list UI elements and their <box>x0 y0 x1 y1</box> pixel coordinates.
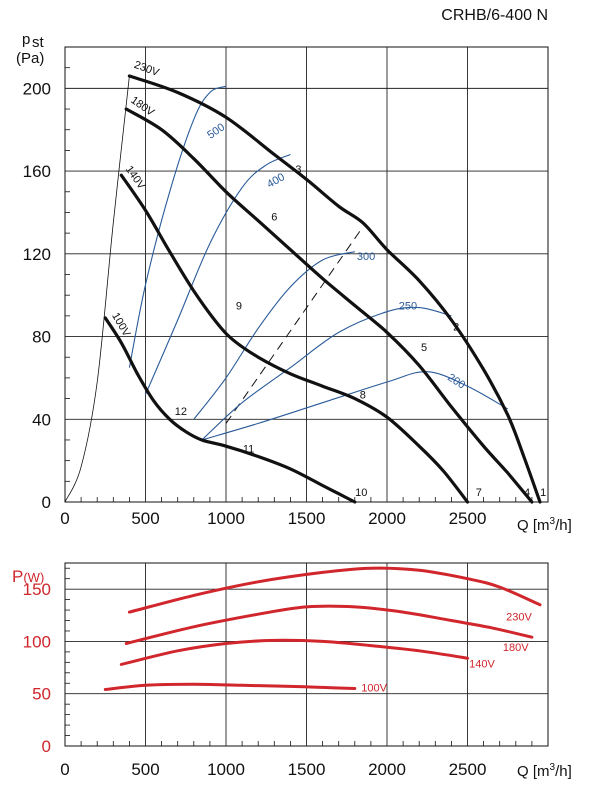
power-label-100V: 100V <box>361 683 387 695</box>
chart-title: CRHB/6-400 N <box>441 7 548 24</box>
x-tick-label: 2500 <box>449 760 487 779</box>
point-label-11: 11 <box>243 443 254 455</box>
rpm-label-400: 400 <box>265 171 287 191</box>
y-axis-label-subscript: st <box>32 34 45 51</box>
point-label-2: 2 <box>453 321 459 333</box>
y-tick-label: 80 <box>32 328 51 347</box>
pressure-curve-140V <box>119 173 470 504</box>
point-label-9: 9 <box>236 301 242 313</box>
pressure-curve-230V <box>127 74 542 504</box>
dashed-operating-line <box>225 226 364 424</box>
y-tick-label: 200 <box>23 79 51 98</box>
power-curve-230V <box>127 566 542 614</box>
system-curve <box>64 75 130 503</box>
y-tick-label: 0 <box>42 737 51 756</box>
rpm-label-500: 500 <box>205 121 227 141</box>
rpm-label-250: 250 <box>399 301 417 313</box>
x-tick-label: 0 <box>60 509 69 528</box>
y-axis-label: p <box>22 31 30 48</box>
point-label-7: 7 <box>476 487 482 499</box>
voltage-label-140V: 140V <box>123 164 148 192</box>
x-tick-label: 1000 <box>207 760 245 779</box>
y-tick-label: 100 <box>23 632 51 651</box>
x-tick-label: 2000 <box>368 509 406 528</box>
y-tick-label: 40 <box>32 410 51 429</box>
x-tick-label: 500 <box>131 509 159 528</box>
rpm-curve-250 <box>201 306 452 441</box>
point-label-1: 1 <box>540 487 546 499</box>
x-axis-label: Q [m3/h] <box>517 516 572 534</box>
point-label-10: 10 <box>355 487 367 499</box>
pressure-curve-180V <box>124 107 534 504</box>
y-tick-label: 50 <box>32 685 51 704</box>
rpm-label-300: 300 <box>357 251 375 263</box>
voltage-label-180V: 180V <box>128 94 156 119</box>
power-curve-180V <box>124 604 534 645</box>
y-axis-label: P(W) <box>12 567 44 586</box>
rpm-curve-300 <box>193 251 355 420</box>
y-tick-label: 160 <box>23 162 51 181</box>
rpm-curve-500 <box>128 85 227 368</box>
voltage-label-100V: 100V <box>109 311 133 340</box>
rpm-curve-200 <box>201 371 509 441</box>
point-label-6: 6 <box>271 212 277 224</box>
y-axis-unit: (Pa) <box>16 50 44 67</box>
power-label-140V: 140V <box>469 659 495 671</box>
x-tick-label: 0 <box>60 760 69 779</box>
rpm-curve-400 <box>144 153 291 395</box>
power-label-230V: 230V <box>506 612 532 624</box>
point-label-3: 3 <box>295 164 301 176</box>
y-tick-label: 120 <box>23 245 51 264</box>
pressure-curve-100V <box>103 316 357 504</box>
power-curve-140V <box>119 638 469 666</box>
power-label-180V: 180V <box>503 642 529 654</box>
point-label-5: 5 <box>421 342 427 354</box>
x-axis-label: Q [m3/h] <box>517 762 572 780</box>
point-label-4: 4 <box>524 487 530 499</box>
point-label-8: 8 <box>360 390 366 402</box>
y-tick-label: 0 <box>42 493 51 512</box>
power-curve-100V <box>103 682 357 691</box>
point-label-12: 12 <box>175 406 187 418</box>
x-tick-label: 1000 <box>207 509 245 528</box>
x-tick-label: 2000 <box>368 760 406 779</box>
x-tick-label: 1500 <box>288 509 326 528</box>
x-tick-label: 2500 <box>449 509 487 528</box>
voltage-label-230V: 230V <box>132 59 161 79</box>
y-tick-label: 150 <box>23 580 51 599</box>
x-tick-label: 500 <box>131 760 159 779</box>
rpm-label-200: 200 <box>445 372 467 392</box>
x-tick-label: 1500 <box>288 760 326 779</box>
